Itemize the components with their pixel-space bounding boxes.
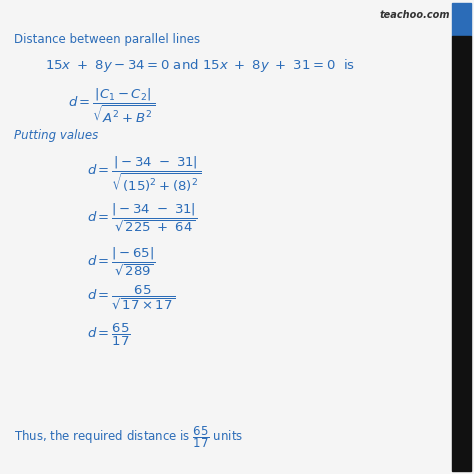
- Text: $15x\ +\ 8y - 34 = 0\ \mathrm{and}\ 15x\ +\ 8y\ +\ 31 = 0\ \ \mathrm{is}$: $15x\ +\ 8y - 34 = 0\ \mathrm{and}\ 15x\…: [45, 57, 355, 73]
- Text: Distance between parallel lines: Distance between parallel lines: [15, 33, 201, 46]
- Text: Thus, the required distance is $\dfrac{65}{17}$ units: Thus, the required distance is $\dfrac{6…: [15, 424, 244, 450]
- FancyBboxPatch shape: [452, 36, 471, 471]
- Text: $d = \dfrac{|-34\ -\ 31|}{\sqrt{(15)^2 + (8)^2}}$: $d = \dfrac{|-34\ -\ 31|}{\sqrt{(15)^2 +…: [87, 155, 201, 194]
- Text: teachoo.com: teachoo.com: [380, 10, 450, 20]
- Text: $d = \dfrac{65}{17}$: $d = \dfrac{65}{17}$: [87, 322, 131, 348]
- Text: $d = \dfrac{|-34\ -\ 31|}{\sqrt{225\ +\ 64}}$: $d = \dfrac{|-34\ -\ 31|}{\sqrt{225\ +\ …: [87, 202, 198, 234]
- Text: $d = \dfrac{65}{\sqrt{17 \times 17}}$: $d = \dfrac{65}{\sqrt{17 \times 17}}$: [87, 284, 175, 312]
- Text: $d = \dfrac{|-65|}{\sqrt{289}}$: $d = \dfrac{|-65|}{\sqrt{289}}$: [87, 246, 156, 278]
- FancyBboxPatch shape: [452, 3, 471, 36]
- Text: Putting values: Putting values: [15, 129, 99, 142]
- Text: $d = \dfrac{|C_1 - C_2|}{\sqrt{A^2 + B^2}}$: $d = \dfrac{|C_1 - C_2|}{\sqrt{A^2 + B^2…: [68, 87, 155, 126]
